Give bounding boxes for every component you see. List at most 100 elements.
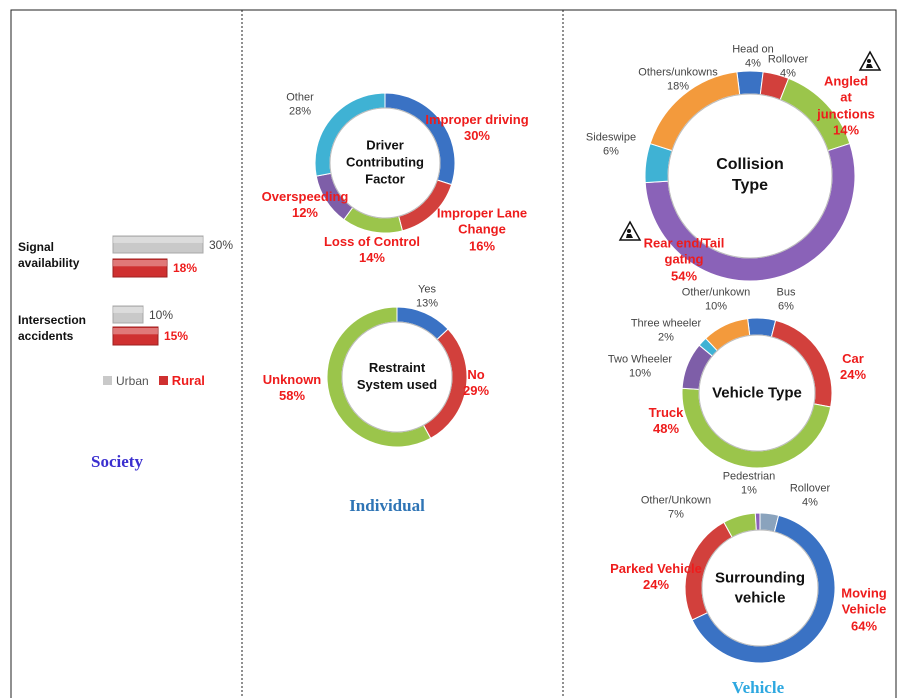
value-label: 30% [209,237,234,252]
slice-category: Sideswipe [585,131,637,144]
slice-label: Overspeeding 12% [262,189,349,222]
donut-title: Driver Contributing Factor [346,137,424,187]
slice-value: 2% [658,331,674,343]
slice-label: No 29% [463,367,489,400]
slice-value: 14% [358,250,386,265]
bar-highlight [113,328,158,335]
bar [112,235,204,254]
slice-value: 48% [652,421,680,436]
bar [112,326,159,346]
slice-category: Bus [776,286,796,299]
slice-category: Unknown [262,371,322,387]
slice-label: Head on 4% [732,43,774,71]
slice-label: Others/unkowns 18% [638,66,717,94]
warning-icon [618,220,642,241]
donut-title: Vehicle Type [712,384,802,402]
slice-value: 24% [642,577,670,592]
slice-value: 29% [462,383,490,398]
donut-slice [396,306,449,341]
donut-title: Collision Type [716,156,784,194]
slice-value: 4% [780,67,796,79]
slice-category: Others/unkowns [638,66,718,79]
slice-label: Three wheeler 2% [631,317,701,345]
slice-value: 18% [666,80,690,92]
slice-category: Parked Vehicle [610,560,702,576]
slice-label: Other/unkown 10% [682,286,750,314]
slice-value: 16% [468,238,496,254]
slice-category: Rollover [789,482,831,495]
slice-category: Improper driving [425,111,529,127]
slice-label: Other 28% [286,91,314,119]
slice-category: Loss of Control [323,233,421,249]
slice-label: Truck 48% [649,405,684,438]
legend-label: Rural [171,373,205,388]
slice-value: 1% [741,484,757,496]
slice-value: 6% [603,145,619,157]
slice-value: 58% [278,388,306,403]
slice-value: 4% [802,496,818,508]
donut-slice [343,206,404,234]
donut-title: Surrounding vehicle [715,569,805,607]
slice-value: 6% [778,300,794,312]
donut-edge [341,321,453,433]
donut-title: Restraint System used [356,360,438,392]
donut-slice [704,318,751,352]
bar [112,258,168,278]
value-label: 18% [173,261,198,275]
slice-label: Rear end/Tail gating 54% [639,236,729,285]
legend-swatch [158,376,168,385]
slice-category: Overspeeding [261,188,349,204]
value-label: 10% [149,307,174,322]
slice-category: Three wheeler [630,317,702,330]
slice-category: Car [842,350,864,366]
slice-label: Car 24% [840,351,866,384]
section-title: Individual [349,496,425,515]
slice-category: Improper Lane Change [436,205,528,237]
slice-label: Pedestrian 1% [723,470,776,498]
slice-value: 14% [832,122,860,138]
category-label: Intersection accidents [18,312,87,343]
slice-label: Loss of Control 14% [324,234,420,267]
slice-value: 12% [291,205,319,220]
slice-category: Yes [418,283,436,296]
bar [112,305,144,324]
donut-slice [747,317,777,338]
slice-label: Rollover 4% [768,53,808,81]
slice-category: Angled at junctions [817,73,875,122]
slice-category: No [467,366,485,382]
value-label: 15% [164,329,189,343]
slice-value: 4% [745,57,761,69]
donut-edge [701,529,819,647]
donut-slice [754,512,761,531]
category-label: Signal availability [18,239,80,270]
slice-label: Sideswipe 6% [586,131,636,159]
legend: Urban Rural [103,373,205,388]
slice-value: 10% [628,367,652,379]
border [10,9,897,698]
slice-label: Improper Lane Change 16% [417,206,547,255]
slice-value: 54% [670,268,698,284]
slice-label: Angled at junctions 14% [817,74,875,139]
donut-edge [329,107,441,219]
slice-label: Unknown 58% [263,372,322,405]
slice-label: Improper driving 30% [425,112,528,145]
donut-edge [698,334,816,452]
slice-value: 13% [415,297,439,309]
legend-label: Urban [116,373,149,388]
bar-highlight [113,237,203,243]
bar-highlight [113,260,167,267]
slice-category: Other [286,91,314,104]
slice-label: Bus 6% [777,286,796,314]
slice-value: 24% [839,367,867,382]
slice-value: 64% [850,618,878,634]
slice-value: 10% [704,300,728,312]
slice-category: Head on [732,43,774,56]
slice-label: Other/Unkown 7% [641,494,711,522]
slice-value: 30% [463,128,491,143]
donut-slice [736,70,764,96]
slice-value: 7% [668,508,684,520]
slice-category: Pedestrian [722,470,776,483]
slice-category: Rollover [767,53,809,66]
donut-edge [667,93,833,259]
